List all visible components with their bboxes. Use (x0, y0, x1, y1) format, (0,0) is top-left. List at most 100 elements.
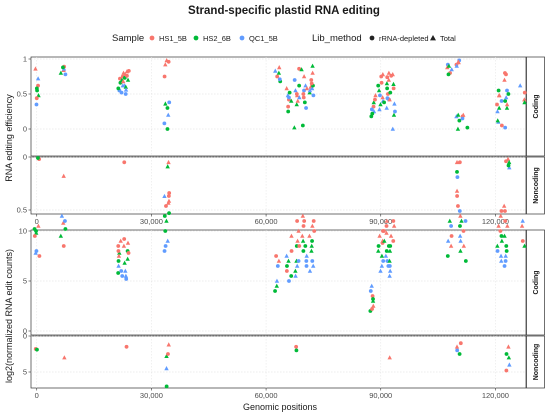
data-point-counts-coding (307, 268, 313, 273)
data-point-efficiency-coding (299, 67, 304, 72)
data-point-efficiency-coding (286, 104, 291, 109)
data-point-efficiency-coding (289, 98, 294, 103)
data-point-efficiency-coding (34, 86, 39, 91)
data-point-counts-coding (382, 238, 387, 243)
data-point-efficiency-coding (273, 68, 278, 73)
y-axis-title-efficiency: RNA editing efficiency (4, 94, 14, 182)
data-point-counts-coding (387, 258, 392, 263)
data-point-counts-coding (369, 283, 374, 288)
data-point-efficiency-coding (391, 81, 396, 86)
y-tick-label: 0.5 (17, 206, 27, 215)
data-point-efficiency-coding (370, 111, 375, 116)
data-point-efficiency-coding (297, 95, 302, 100)
facet-strip (526, 56, 545, 157)
data-point-counts-coding (387, 264, 392, 268)
data-point-counts-coding (503, 209, 507, 213)
data-point-counts-coding (519, 223, 525, 228)
data-point-counts-coding (296, 228, 301, 233)
data-point-efficiency-coding (502, 77, 507, 82)
data-point-counts-coding (498, 213, 503, 218)
legend: Sample HS1_5B HS2_6B QC1_5B Lib_method rRN… (112, 33, 456, 44)
data-point-counts-coding (455, 194, 460, 198)
data-point-counts-noncoding (164, 353, 169, 358)
data-point-counts-coding (445, 254, 450, 258)
x-tick-label: 0 (35, 391, 39, 400)
data-point-counts-coding (126, 251, 131, 255)
data-point-efficiency-coding (34, 96, 39, 101)
data-point-counts-coding (522, 243, 527, 248)
data-point-counts-noncoding (504, 352, 509, 356)
data-point-efficiency-coding (460, 116, 465, 121)
data-point-efficiency-coding (371, 100, 376, 105)
data-point-efficiency-coding (61, 65, 65, 70)
data-point-counts-coding (304, 259, 309, 263)
data-point-efficiency-coding (163, 62, 168, 67)
data-point-counts-coding (300, 233, 305, 238)
data-point-counts-coding (284, 269, 289, 273)
data-point-counts-coding (304, 264, 309, 268)
data-point-efficiency-coding (311, 93, 316, 98)
data-point-efficiency-coding (116, 86, 121, 91)
data-point-counts-coding (502, 233, 507, 238)
data-point-efficiency-coding (384, 81, 390, 86)
data-point-counts-coding (116, 253, 122, 258)
y-tick-label: 5 (23, 368, 27, 377)
data-point-counts-coding (378, 268, 383, 273)
data-point-counts-coding (495, 243, 500, 248)
chart-title: Strand-specific plastid RNA editing (188, 5, 380, 17)
data-point-counts-coding (303, 244, 308, 248)
data-point-counts-coding (502, 264, 507, 268)
data-point-efficiency-coding (378, 102, 383, 107)
data-point-counts-coding (295, 263, 300, 268)
data-point-counts-coding (293, 273, 298, 278)
data-point-efficiency-coding (504, 102, 510, 107)
data-point-efficiency-coding (504, 105, 510, 110)
data-point-counts-coding (116, 271, 121, 275)
data-point-counts-coding (458, 248, 463, 253)
data-point-counts-noncoding (294, 348, 299, 353)
data-point-counts-coding (384, 218, 390, 223)
data-point-efficiency-coding (294, 102, 299, 107)
data-point-counts-coding (125, 240, 131, 245)
legend-label-QC1_5B: QC1_5B (249, 34, 278, 43)
strip-label-noncoding: Noncoding (533, 167, 540, 204)
x-tick-label: 0 (35, 217, 39, 226)
data-point-efficiency-coding (302, 100, 307, 105)
data-point-counts-coding (463, 219, 468, 223)
data-point-counts-coding (36, 223, 41, 228)
data-point-counts-coding (504, 244, 509, 248)
data-point-efficiency-coding (522, 97, 527, 102)
data-point-efficiency-coding (393, 109, 397, 114)
data-point-counts-coding (388, 233, 394, 238)
data-point-efficiency-coding (454, 63, 459, 68)
data-point-counts-coding (384, 249, 389, 253)
data-point-counts-coding (59, 213, 65, 218)
data-point-efficiency-coding (286, 109, 291, 114)
data-point-counts-coding (381, 259, 386, 263)
data-point-efficiency-noncoding (455, 169, 459, 174)
data-point-counts-coding (312, 229, 317, 233)
facet-counts-noncoding: 0 5 Noncoding 0 30,000 60,000 90,000 120,000 (23, 332, 545, 400)
data-point-counts-coding (164, 204, 168, 208)
data-point-counts-coding (371, 297, 375, 301)
x-tick-label: 90,000 (369, 391, 392, 400)
data-point-counts-coding (505, 223, 510, 228)
data-point-efficiency-coding (376, 83, 381, 88)
data-point-efficiency-coding (373, 93, 378, 98)
data-point-efficiency-coding (499, 123, 504, 128)
data-point-counts-coding (274, 278, 280, 283)
data-point-counts-coding (166, 194, 171, 198)
data-point-counts-coding (122, 260, 127, 265)
data-point-efficiency-coding (373, 97, 377, 102)
data-point-counts-noncoding (124, 344, 129, 349)
data-point-counts-noncoding (454, 344, 460, 349)
facet-panels: 0 0.5 1 Coding 0 0.5 Noncoding 0 30,000 60,000 90,… (17, 55, 545, 400)
data-point-counts-coding (384, 224, 389, 228)
data-point-efficiency-coding (382, 100, 386, 105)
data-point-efficiency-coding (163, 101, 168, 106)
data-point-counts-noncoding (457, 352, 462, 356)
data-point-efficiency-coding (446, 63, 452, 68)
y-tick-label: 0 (23, 125, 27, 134)
data-point-counts-coding (499, 258, 504, 263)
data-point-counts-coding (370, 294, 375, 298)
